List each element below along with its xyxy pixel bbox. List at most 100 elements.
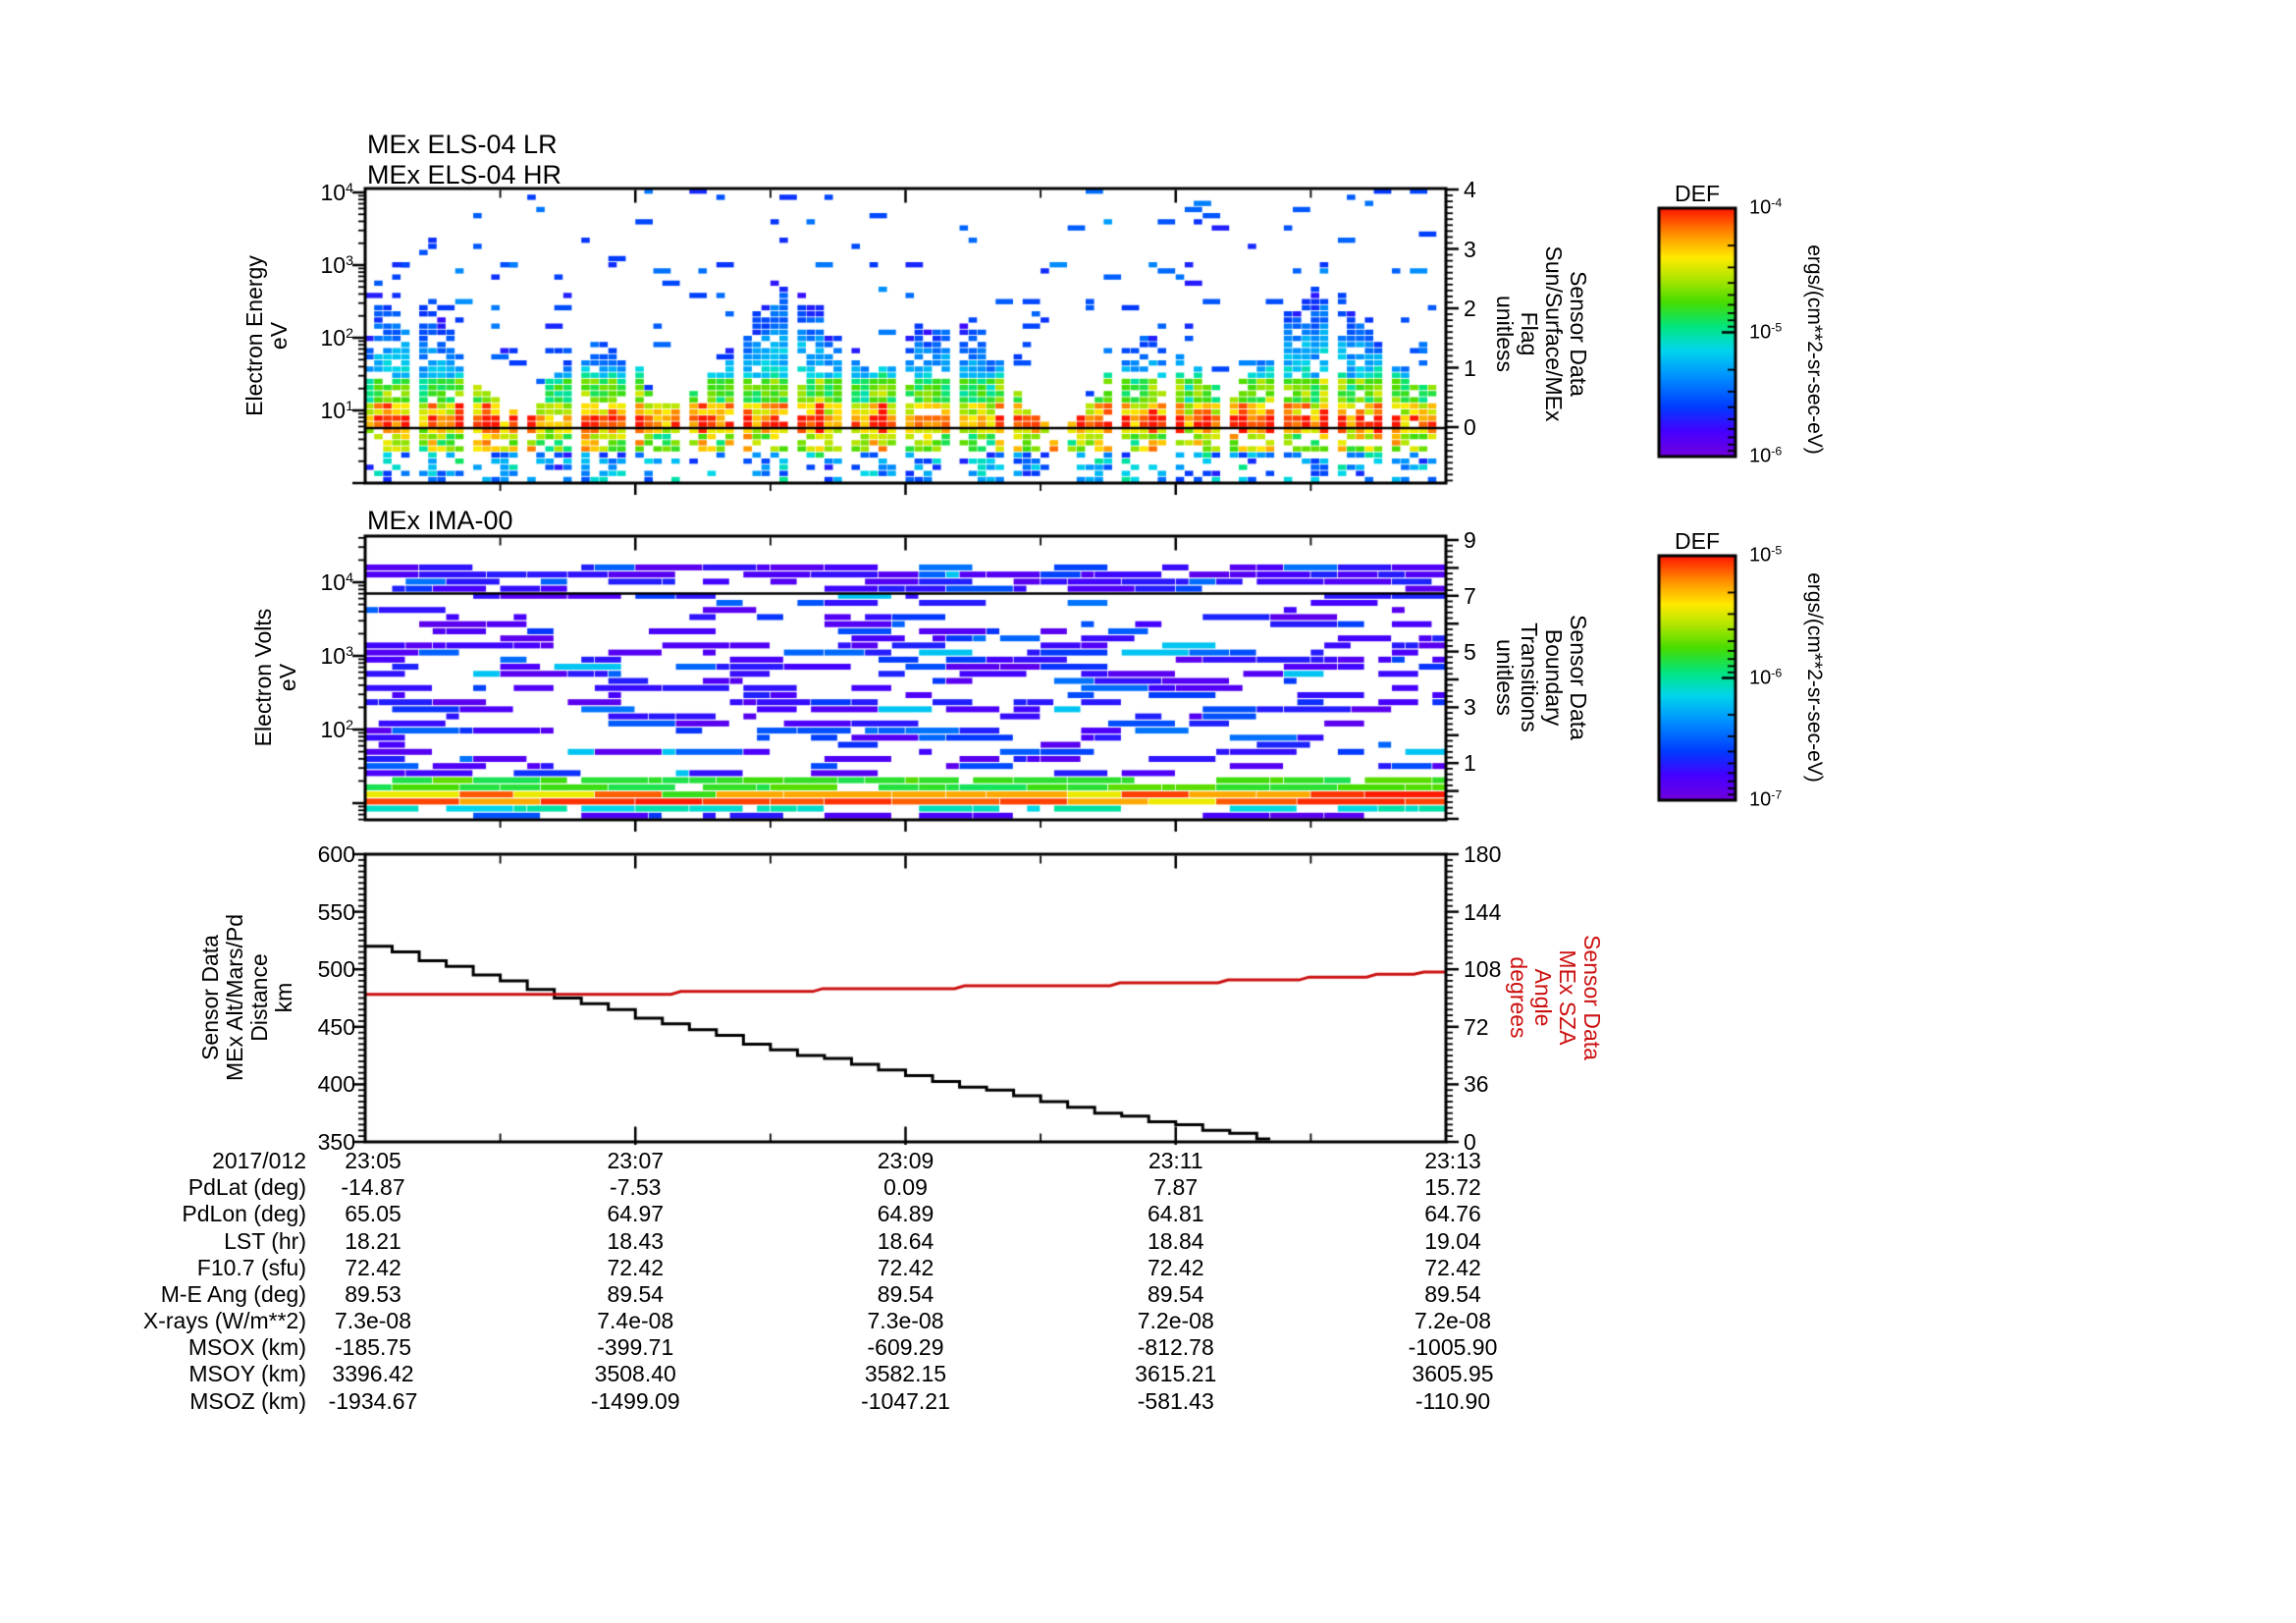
table-cell-r0-c3: 7.87: [1153, 1174, 1199, 1201]
xtick-time-23:09: 23:09: [877, 1147, 934, 1173]
table-cell-r8-c2: -1047.21: [861, 1387, 950, 1414]
table-cell-r1-c2: 64.89: [877, 1201, 934, 1227]
table-cell-r4-c4: 89.54: [1424, 1280, 1481, 1307]
els-ytick-10^2: 102: [320, 324, 353, 351]
table-row-label-7: MSOY (km): [188, 1361, 306, 1387]
sza-right-label: Sensor Data MEx SZA Angle degrees: [1506, 935, 1605, 1060]
table-cell-r3-c3: 72.42: [1147, 1254, 1204, 1280]
table-cell-r1-c3: 64.81: [1147, 1201, 1204, 1227]
sza-rtick-180: 180: [1464, 840, 1502, 867]
table-row-label-1: PdLon (deg): [182, 1201, 306, 1227]
table-cell-r1-c1: 64.97: [607, 1201, 665, 1227]
xtick-time-23:07: 23:07: [607, 1147, 665, 1173]
els-rtick-0: 0: [1464, 413, 1476, 440]
table-cell-r7-c3: 3615.21: [1135, 1361, 1217, 1387]
table-cell-r4-c1: 89.54: [607, 1280, 665, 1307]
table-row-label-4: M-E Ang (deg): [160, 1280, 306, 1307]
ima-ytick-10^4: 104: [320, 568, 353, 595]
table-cell-r4-c3: 89.54: [1147, 1280, 1204, 1307]
xtick-time-23:13: 23:13: [1424, 1147, 1481, 1173]
table-cell-r3-c2: 72.42: [877, 1254, 934, 1280]
els-ylabel: Electron Energy eV: [241, 255, 292, 416]
ima-ylabel: Electron Volts eV: [250, 608, 300, 747]
table-cell-r2-c4: 19.04: [1424, 1227, 1481, 1254]
table-cell-r4-c0: 89.53: [345, 1280, 401, 1307]
table-cell-r8-c3: -581.43: [1137, 1387, 1214, 1414]
table-cell-r3-c0: 72.42: [345, 1254, 401, 1280]
table-cell-r2-c1: 18.43: [607, 1227, 665, 1254]
colorbar1-tick-10^-4: 10-4: [1749, 195, 1783, 219]
table-cell-r5-c0: 7.3e-08: [334, 1307, 412, 1333]
colorbar1-unit-label: ergs/(cm**2-sr-sec-eV): [1803, 244, 1827, 455]
table-cell-r8-c1: -1499.09: [590, 1387, 680, 1414]
table-row-label-8: MSOZ (km): [189, 1387, 306, 1414]
table-cell-r5-c3: 7.2e-08: [1137, 1307, 1214, 1333]
table-cell-r1-c4: 64.76: [1424, 1201, 1481, 1227]
table-cell-r6-c4: -1005.90: [1408, 1334, 1498, 1361]
colorbar1-tick-10^-6: 10-6: [1749, 444, 1783, 467]
colorbar2-tick-10^-7: 10-7: [1749, 787, 1783, 811]
colorbar2-def-title: DEF: [1675, 527, 1720, 554]
alt-ytick-550: 550: [317, 898, 355, 925]
table-cell-r0-c4: 15.72: [1424, 1174, 1481, 1201]
xtick-time-23:05: 23:05: [345, 1147, 401, 1173]
table-row-label-5: X-rays (W/m**2): [142, 1307, 306, 1333]
table-cell-r4-c2: 89.54: [877, 1280, 934, 1307]
els-rtick-4: 4: [1464, 176, 1476, 202]
els-rtick-1: 1: [1464, 354, 1476, 381]
colorbar1-def-title: DEF: [1675, 180, 1720, 206]
els-ytick-10^4: 104: [320, 179, 353, 205]
table-row-label-0: PdLat (deg): [187, 1174, 306, 1201]
table-cell-r2-c3: 18.84: [1147, 1227, 1204, 1254]
table-cell-r8-c0: -1934.67: [328, 1387, 418, 1414]
els-rtick-2: 2: [1464, 295, 1476, 321]
colorbar2-tick-10^-5: 10-5: [1749, 543, 1783, 567]
ima-ytick-10^2: 102: [320, 716, 353, 742]
ima-rtick-3: 3: [1464, 694, 1476, 721]
table-cell-r3-c4: 72.42: [1424, 1254, 1481, 1280]
table-cell-r1-c0: 65.05: [345, 1201, 401, 1227]
alt-ytick-500: 500: [317, 956, 355, 983]
ima-rtick-9: 9: [1464, 526, 1476, 553]
ima-right-label: Sensor Data Boundary Transitions unitless: [1492, 615, 1591, 740]
table-cell-r2-c2: 18.64: [877, 1227, 934, 1254]
ima-rtick-1: 1: [1464, 750, 1476, 777]
sza-rtick-36: 36: [1464, 1071, 1489, 1098]
colorbar2-tick-10^-6: 10-6: [1749, 666, 1783, 688]
ima-title: MEx IMA-00: [367, 505, 513, 535]
table-cell-r2-c0: 18.21: [345, 1227, 401, 1254]
els-title-lr: MEx ELS-04 LR: [367, 129, 558, 159]
table-cell-r6-c0: -185.75: [334, 1334, 412, 1361]
alt-ytick-600: 600: [317, 840, 355, 867]
table-cell-r8-c4: -110.90: [1415, 1387, 1491, 1414]
table-cell-r5-c2: 7.3e-08: [867, 1307, 944, 1333]
table-cell-r7-c0: 3396.42: [332, 1361, 414, 1387]
table-cell-r6-c3: -812.78: [1137, 1334, 1214, 1361]
table-cell-r6-c2: -609.29: [867, 1334, 944, 1361]
ima-rtick-5: 5: [1464, 638, 1476, 665]
ima-ytick-10^3: 103: [320, 642, 353, 669]
alt-ytick-400: 400: [317, 1071, 355, 1098]
table-cell-r7-c1: 3508.40: [594, 1361, 676, 1387]
alt-left-label: Sensor Data MEx Alt/Mars/Pd Distance km: [197, 914, 296, 1081]
sza-rtick-108: 108: [1464, 956, 1502, 983]
table-cell-r5-c4: 7.2e-08: [1414, 1307, 1492, 1333]
colorbar1-tick-10^-5: 10-5: [1749, 320, 1783, 343]
table-row-label-2: LST (hr): [224, 1227, 306, 1254]
table-cell-r5-c1: 7.4e-08: [597, 1307, 674, 1333]
els-right-label: Sensor Data Sun/Surface/MEx Flag unitless: [1492, 245, 1591, 422]
alt-ytick-350: 350: [317, 1128, 355, 1155]
x-axis-date-label: 2017/012: [212, 1147, 306, 1173]
table-row-label-6: MSOX (km): [187, 1334, 306, 1361]
table-row-label-3: F10.7 (sfu): [196, 1254, 306, 1280]
sza-rtick-0: 0: [1464, 1128, 1476, 1155]
table-cell-r0-c2: 0.09: [883, 1174, 928, 1201]
els-rtick-3: 3: [1464, 236, 1476, 262]
table-cell-r7-c2: 3582.15: [864, 1361, 947, 1387]
els-ytick-10^1: 101: [320, 397, 353, 423]
xtick-time-23:11: 23:11: [1148, 1147, 1203, 1173]
table-cell-r3-c1: 72.42: [607, 1254, 665, 1280]
els-title-hr: MEx ELS-04 HR: [367, 159, 562, 189]
